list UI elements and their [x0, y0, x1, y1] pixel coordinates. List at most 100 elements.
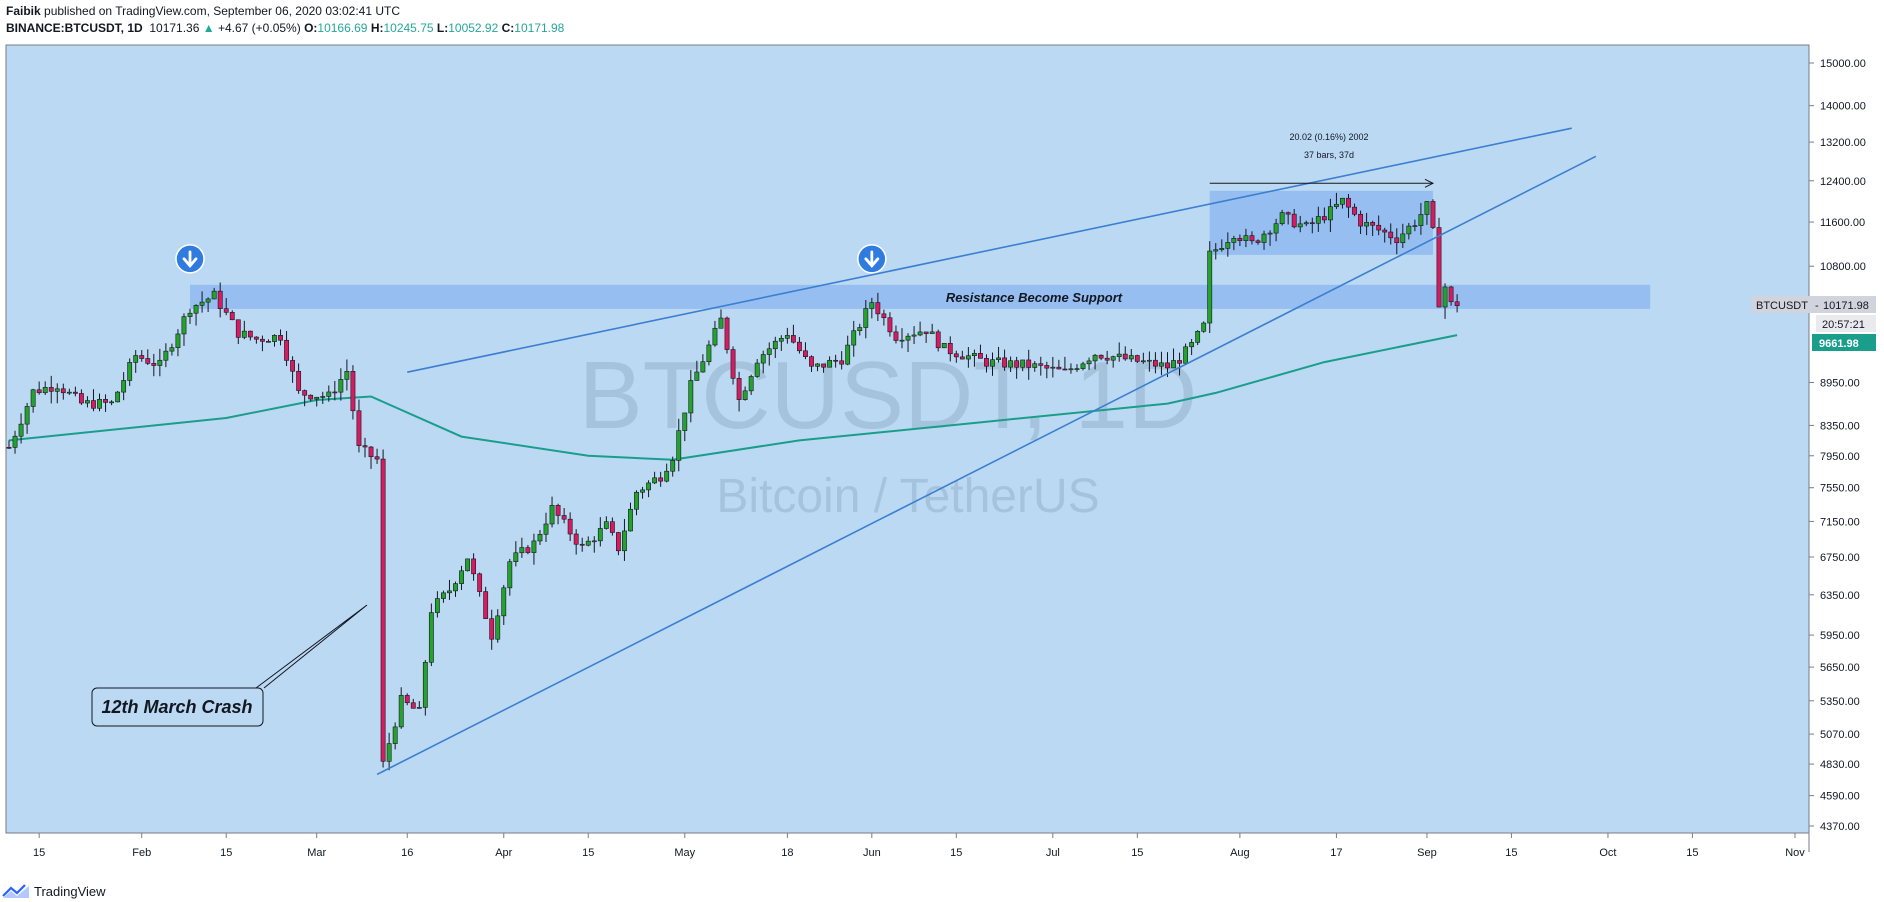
- time-tick-label: Feb: [132, 847, 151, 859]
- candle-up: [1225, 242, 1231, 249]
- candle-up: [338, 379, 344, 393]
- candle-up: [1159, 362, 1164, 367]
- close-label: C:: [501, 21, 515, 35]
- candle-up: [676, 430, 682, 461]
- candle-up: [513, 552, 519, 563]
- close-value: 10171.98: [514, 21, 565, 35]
- candle-up: [640, 489, 645, 493]
- candle-up: [1080, 363, 1086, 369]
- candle-up: [392, 726, 398, 744]
- candle-up: [1273, 223, 1279, 234]
- down-arrow-glyph: [182, 250, 198, 268]
- measure-label[interactable]: 20.02 (0.16%) 2002 37 bars, 37d: [1289, 132, 1368, 160]
- candle-up: [537, 533, 543, 542]
- zone-label[interactable]: Resistance Become Support: [946, 290, 1123, 305]
- candle-down: [1153, 359, 1158, 367]
- candle-down: [984, 358, 989, 367]
- price-axis[interactable]: 4370.00 4590.00 4830.00 5070.00 5350.00 5650.…: [1809, 58, 1866, 833]
- candle-down: [36, 389, 42, 394]
- candle-down: [561, 515, 567, 520]
- price-tick-label: 10800.00: [1820, 261, 1866, 273]
- time-axis[interactable]: 15 Feb 15 Mar 16 Apr 15 May 18 Jun 15 Jul 15 Aug 17 Sep…: [33, 833, 1805, 859]
- measure-line2: 37 bars, 37d: [1304, 150, 1354, 160]
- candle-down: [1026, 359, 1032, 368]
- candle-down: [266, 341, 271, 343]
- candle-down: [72, 391, 78, 394]
- candle-down: [1249, 235, 1255, 242]
- candle-up: [531, 540, 537, 553]
- watermark-name: Bitcoin / TetherUS: [716, 470, 1099, 523]
- candle-up: [519, 547, 525, 554]
- candle-down: [809, 356, 814, 367]
- candle-down: [350, 371, 356, 412]
- candle-down: [953, 353, 959, 358]
- price-tick-label: 7950.00: [1820, 451, 1860, 463]
- candle-up: [990, 359, 995, 367]
- candle-up: [857, 327, 863, 332]
- candle-down: [1237, 238, 1243, 241]
- candle-up: [1231, 238, 1237, 243]
- candle-down: [302, 390, 308, 396]
- price-tick-label: 4830.00: [1820, 759, 1860, 771]
- candle-up: [434, 598, 440, 613]
- candle-up: [863, 308, 869, 328]
- candle-up: [748, 376, 754, 392]
- author-name[interactable]: Faibik: [6, 4, 41, 18]
- chart-header: Faibik published on TradingView.com, Sep…: [6, 3, 564, 37]
- candle-up: [501, 587, 507, 617]
- trendlines-layer[interactable]: [175, 127, 1597, 776]
- candle-down: [1134, 355, 1140, 362]
- candle-up: [591, 540, 597, 543]
- ma-value-box: [1812, 334, 1876, 351]
- chart-background: [6, 45, 1809, 833]
- candle-up: [447, 590, 452, 594]
- price-tick-label: 15000.00: [1820, 58, 1866, 70]
- candle-up: [115, 391, 121, 403]
- candle-up: [1146, 359, 1152, 362]
- candle-down: [1346, 197, 1351, 208]
- price-tick-label: 13200.00: [1820, 137, 1866, 149]
- candle-up: [1171, 360, 1176, 369]
- time-tick-label: 15: [33, 847, 45, 859]
- symbol-label[interactable]: BINANCE:BTCUSDT, 1D: [6, 21, 143, 35]
- candle-up: [199, 301, 205, 306]
- price-tick-label: 7150.00: [1820, 516, 1860, 528]
- measure-arrow-head: [1424, 178, 1435, 188]
- candle-up: [133, 355, 139, 363]
- open-label: O:: [304, 21, 318, 35]
- publish-info: published on TradingView.com, September …: [40, 4, 401, 18]
- time-tick-label: 15: [582, 847, 594, 859]
- zone-resistance-support: [190, 284, 1651, 309]
- candle-up: [157, 359, 163, 366]
- candle-down: [616, 532, 621, 552]
- symbol-tag-box: [1752, 296, 1876, 313]
- candle-up: [127, 362, 133, 381]
- candle-down: [1122, 353, 1128, 360]
- price-axis-background[interactable]: [1809, 45, 1884, 833]
- candle-up: [996, 357, 1001, 360]
- candle-up: [12, 435, 18, 448]
- symbol-tag-sep: -: [1815, 300, 1819, 312]
- candle-down: [803, 350, 808, 357]
- candle-up: [706, 344, 712, 363]
- crash-callout[interactable]: 12th March Crash: [91, 604, 368, 727]
- candle-down: [374, 456, 380, 460]
- candle-down: [1104, 357, 1110, 361]
- candle-up: [1074, 368, 1080, 370]
- candle-up: [1334, 203, 1339, 207]
- callout-text: 12th March Crash: [101, 697, 252, 717]
- tradingview-logo-icon[interactable]: [2, 883, 30, 899]
- price-chart[interactable]: BTCUSDT, 1D Bitcoin / TetherUS 4370.00 45…: [0, 0, 1884, 880]
- candle-up: [784, 335, 790, 339]
- last-price: 10171.36: [149, 21, 200, 35]
- candle-up: [965, 355, 971, 360]
- candle-up: [1020, 359, 1026, 368]
- candles-layer[interactable]: [6, 192, 1460, 771]
- callout-pointer: [255, 604, 368, 689]
- candle-up: [688, 380, 694, 414]
- candle-up: [428, 612, 434, 663]
- candle-down: [567, 518, 573, 535]
- candle-up: [851, 330, 857, 346]
- footer-brand[interactable]: TradingView: [34, 883, 106, 899]
- candle-down: [380, 458, 386, 762]
